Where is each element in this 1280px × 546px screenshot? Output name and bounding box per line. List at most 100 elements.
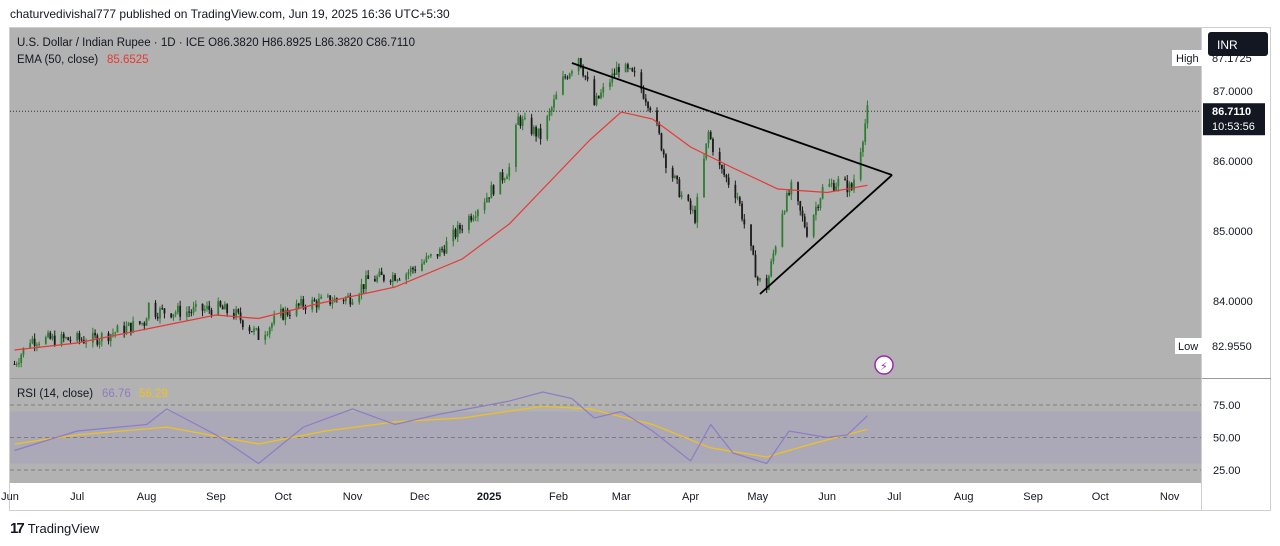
candle-body <box>425 256 428 262</box>
rsi-line <box>14 391 868 465</box>
candle-body <box>741 203 743 220</box>
candle-body <box>326 295 329 297</box>
candle-body <box>224 304 226 310</box>
candle-body <box>609 82 611 87</box>
candle-body <box>266 334 269 336</box>
candle-body <box>132 321 135 333</box>
candle-body <box>696 196 699 223</box>
candle-body <box>660 133 663 151</box>
candle-body <box>830 183 833 185</box>
candle-body <box>253 328 255 333</box>
candle-body <box>20 354 23 363</box>
candle-body <box>626 64 629 69</box>
y-tick-label: 87.0000 <box>1213 86 1253 98</box>
ema-line <box>14 111 868 351</box>
candle-body <box>219 301 222 307</box>
candle-body <box>49 332 52 339</box>
candle-body <box>768 276 770 290</box>
footer-brand[interactable]: TradingView <box>27 521 100 536</box>
candle-body <box>624 64 627 73</box>
candle-body <box>703 158 705 197</box>
candle-body <box>597 95 600 99</box>
candle-body <box>380 271 383 275</box>
candle-body <box>125 325 128 334</box>
candle-body <box>846 180 849 193</box>
candle-body <box>31 338 34 344</box>
candle-body <box>374 279 376 282</box>
candle-body <box>268 327 271 335</box>
candle-body <box>271 323 273 328</box>
high-value: 87.1725 <box>1212 53 1252 65</box>
candle-body <box>159 308 161 319</box>
x-tick-label: Oct <box>275 491 292 503</box>
currency-label: INR <box>1217 38 1238 52</box>
candle-body <box>394 275 396 281</box>
candle-body <box>67 337 70 341</box>
candle-body <box>194 303 197 307</box>
candle-body <box>555 94 558 100</box>
candle-body <box>349 295 352 305</box>
high-label: High <box>1176 53 1199 65</box>
candle-body <box>235 309 238 318</box>
x-tick-label: Jun <box>1 491 19 503</box>
candle-body <box>687 194 690 201</box>
candle-body <box>530 117 533 135</box>
candle-body <box>138 321 141 324</box>
candle-body <box>725 174 728 178</box>
candle-body <box>18 362 20 365</box>
candle-body <box>313 299 316 302</box>
candle-body <box>378 271 381 277</box>
countdown-timer: 10:53:56 <box>1212 121 1255 133</box>
candle-body <box>819 198 822 208</box>
currency-badge <box>1208 32 1268 56</box>
candle-body <box>347 295 349 298</box>
rsi-ma-legend-value: 56.29 <box>139 388 168 400</box>
candle-body <box>613 73 616 75</box>
candle-body <box>785 193 788 212</box>
candle-body <box>427 255 430 257</box>
candle-body <box>226 304 229 314</box>
candle-body <box>485 197 488 203</box>
ema-legend-label: EMA (50, close) <box>17 54 98 66</box>
candle-body <box>398 279 401 281</box>
x-tick-label: 2025 <box>477 491 501 503</box>
low-value: 82.9550 <box>1212 341 1252 353</box>
candle-body <box>454 229 457 238</box>
candle-body <box>582 67 585 76</box>
candle-body <box>282 308 285 320</box>
x-tick-label: Aug <box>954 491 974 503</box>
candle-body <box>423 261 426 264</box>
candle-body <box>488 197 490 199</box>
candle-body <box>712 139 714 153</box>
candle-body <box>564 76 567 78</box>
x-tick-label: Aug <box>137 491 157 503</box>
candle-body <box>519 116 522 126</box>
candle-body <box>631 68 634 72</box>
candle-body <box>629 68 632 70</box>
rsi-legend-label: RSI (14, close) <box>17 388 93 400</box>
candle-body <box>461 229 464 231</box>
candle-body <box>562 76 564 95</box>
candle-body <box>414 269 417 271</box>
candle-body <box>358 294 361 303</box>
candle-body <box>707 131 710 144</box>
candle-body <box>492 185 495 195</box>
x-tick-label: Dec <box>410 491 430 503</box>
x-tick-label: Jul <box>887 491 901 503</box>
candle-body <box>362 284 365 290</box>
candle-body <box>248 327 251 332</box>
candle-body <box>273 315 276 324</box>
candle-body <box>837 178 840 187</box>
candle-body <box>754 254 757 278</box>
candle-body <box>674 175 676 179</box>
candle-body <box>44 337 47 344</box>
candle-body <box>848 183 851 193</box>
candle-body <box>618 67 620 73</box>
candle-body <box>647 102 649 108</box>
candle-body <box>78 333 81 340</box>
candle-body <box>360 284 363 295</box>
candle-body <box>76 333 79 341</box>
candle-body <box>595 95 598 105</box>
candle-body <box>85 342 88 344</box>
